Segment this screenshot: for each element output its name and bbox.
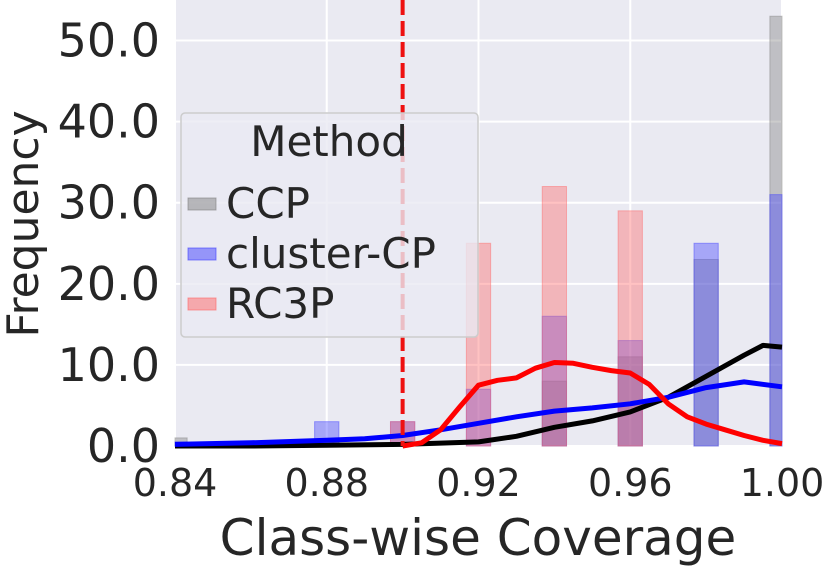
histogram-bar-1	[769, 15, 783, 447]
x-tick-label: 0.92	[436, 461, 521, 505]
histogram-bar-2	[769, 194, 783, 447]
legend-title: Method	[250, 117, 408, 166]
histogram-bar-1	[693, 258, 719, 447]
kde-curves	[174, 342, 783, 449]
y-tick-label: 40.0	[58, 95, 160, 149]
x-axis-label: Class-wise Coverage	[220, 509, 737, 567]
y-tick-label: 30.0	[58, 176, 160, 230]
histogram-bar-2	[693, 242, 719, 447]
x-axis-ticks: 0.84 0.88 0.92 0.96 1.00	[133, 461, 825, 505]
y-tick-label: 10.0	[58, 338, 160, 392]
y-tick-label: 50.0	[58, 14, 160, 68]
legend-label: CCP	[226, 179, 310, 228]
legend-swatch	[187, 297, 217, 311]
kde-curve-3	[402, 360, 783, 449]
x-tick-label: 0.88	[284, 461, 369, 505]
legend-swatch	[187, 247, 217, 261]
y-axis-ticks: 0.0 10.0 20.0 30.0 40.0 50.0	[58, 14, 160, 473]
y-axis-label: Frequency	[0, 110, 49, 337]
histogram-bar-3	[541, 186, 568, 447]
legend-box	[180, 112, 479, 338]
kde-curve-1	[175, 342, 783, 449]
histogram-bar-2	[617, 340, 643, 447]
histogram-bars	[174, 15, 783, 447]
kde-curve-2	[174, 379, 783, 447]
x-tick-label: 1.00	[740, 461, 825, 505]
x-tick-label: 0.84	[133, 461, 218, 505]
histogram-bar-2	[465, 388, 492, 447]
legend-label: RC3P	[226, 279, 334, 328]
x-tick-label: 0.96	[588, 461, 673, 505]
y-tick-label: 20.0	[58, 257, 160, 311]
legend-swatch	[187, 197, 217, 211]
legend-label: cluster-CP	[226, 229, 436, 278]
y-tick-label: 0.0	[87, 419, 160, 473]
